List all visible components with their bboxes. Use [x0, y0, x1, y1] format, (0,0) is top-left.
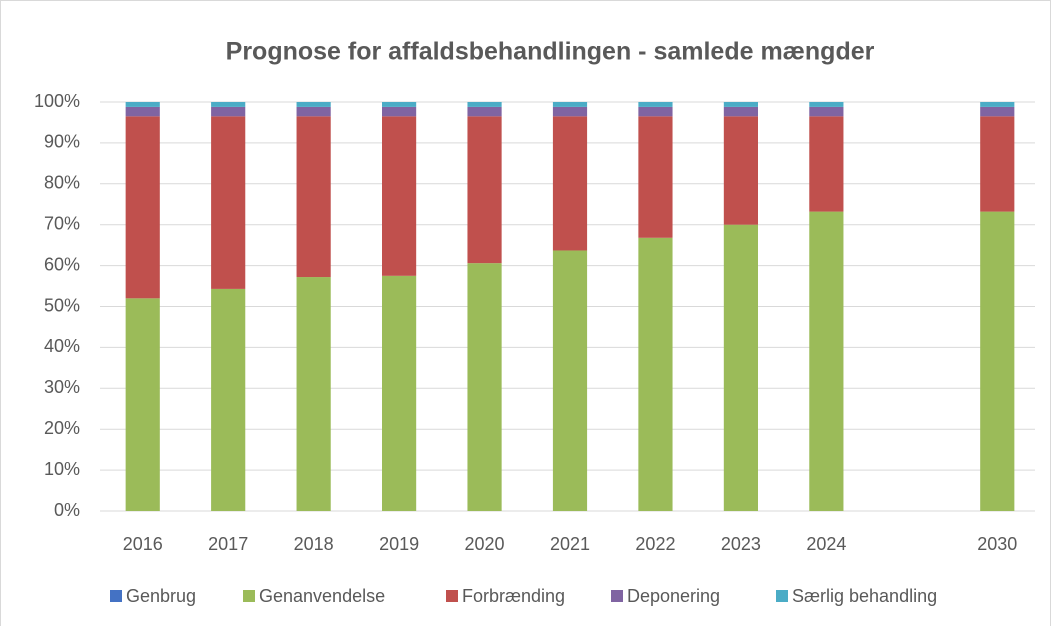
bar-segment: [809, 106, 844, 117]
y-tick-label: 100%: [34, 91, 80, 111]
bar-segment: [552, 106, 588, 117]
x-tick-label: 2017: [208, 534, 248, 554]
bar-segment: [211, 102, 246, 107]
x-tick-label: 2019: [379, 534, 419, 554]
y-tick-label: 0%: [54, 500, 80, 520]
bar-segment: [552, 102, 588, 107]
y-tick-label: 90%: [44, 132, 80, 152]
x-tick-label: 2016: [123, 534, 163, 554]
bar-segment: [552, 250, 588, 512]
y-tick-label: 70%: [44, 213, 80, 233]
bar-segment: [638, 106, 673, 117]
bar-segment: [211, 116, 246, 289]
bar-segment: [211, 288, 246, 511]
bar-segment: [980, 211, 1015, 511]
legend-label: Genanvendelse: [259, 586, 385, 606]
bar-segment: [638, 116, 673, 238]
legend-swatch: [776, 590, 788, 602]
legend-swatch: [243, 590, 255, 602]
bar-segment: [296, 116, 331, 278]
x-tick-label: 2024: [806, 534, 846, 554]
bar-segment: [382, 275, 417, 511]
bar-segment: [980, 116, 1015, 212]
bar-segment: [638, 237, 673, 511]
y-tick-label: 40%: [44, 336, 80, 356]
legend-swatch: [611, 590, 623, 602]
bar-segment: [467, 102, 502, 107]
legend-swatch: [110, 590, 122, 602]
bar-segment: [723, 116, 758, 225]
bar-segment: [382, 102, 417, 107]
bar-segment: [723, 224, 758, 511]
legend-label: Genbrug: [126, 586, 196, 606]
bar-segment: [552, 116, 588, 251]
bar-segment: [296, 106, 331, 117]
y-tick-label: 30%: [44, 377, 80, 397]
x-tick-label: 2023: [721, 534, 761, 554]
y-tick-label: 20%: [44, 418, 80, 438]
bar-segment: [125, 102, 160, 107]
bar-segment: [723, 102, 758, 107]
bar-segment: [467, 263, 502, 511]
bar-segment: [980, 106, 1015, 117]
bar-segment: [809, 116, 844, 212]
legend-swatch: [446, 590, 458, 602]
bar-segment: [211, 106, 246, 117]
bar-segment: [809, 102, 844, 107]
x-tick-label: 2020: [465, 534, 505, 554]
y-tick-label: 60%: [44, 254, 80, 274]
legend-label: Særlig behandling: [792, 586, 937, 606]
x-tick-label: 2030: [977, 534, 1017, 554]
y-tick-label: 50%: [44, 295, 80, 315]
bar-segment: [296, 277, 331, 511]
bar-segment: [125, 116, 160, 299]
x-tick-label: 2022: [635, 534, 675, 554]
chart-title: Prognose for affaldsbehandlingen - samle…: [226, 38, 875, 66]
x-tick-label: 2021: [550, 534, 590, 554]
bar-segment: [125, 298, 160, 511]
bar-segment: [467, 116, 502, 264]
bar-segment: [638, 102, 673, 107]
bar-segment: [382, 106, 417, 117]
y-tick-label: 80%: [44, 173, 80, 193]
bar-segment: [723, 106, 758, 117]
x-tick-label: 2018: [294, 534, 334, 554]
bar-segment: [980, 102, 1015, 107]
bar-segment: [809, 211, 844, 511]
bar-segment: [296, 102, 331, 107]
bar-segment: [125, 106, 160, 117]
bar-segment: [382, 116, 417, 276]
bar-segment: [467, 106, 502, 117]
legend-label: Deponering: [627, 586, 720, 606]
y-tick-label: 10%: [44, 459, 80, 479]
legend-label: Forbrænding: [462, 586, 565, 606]
